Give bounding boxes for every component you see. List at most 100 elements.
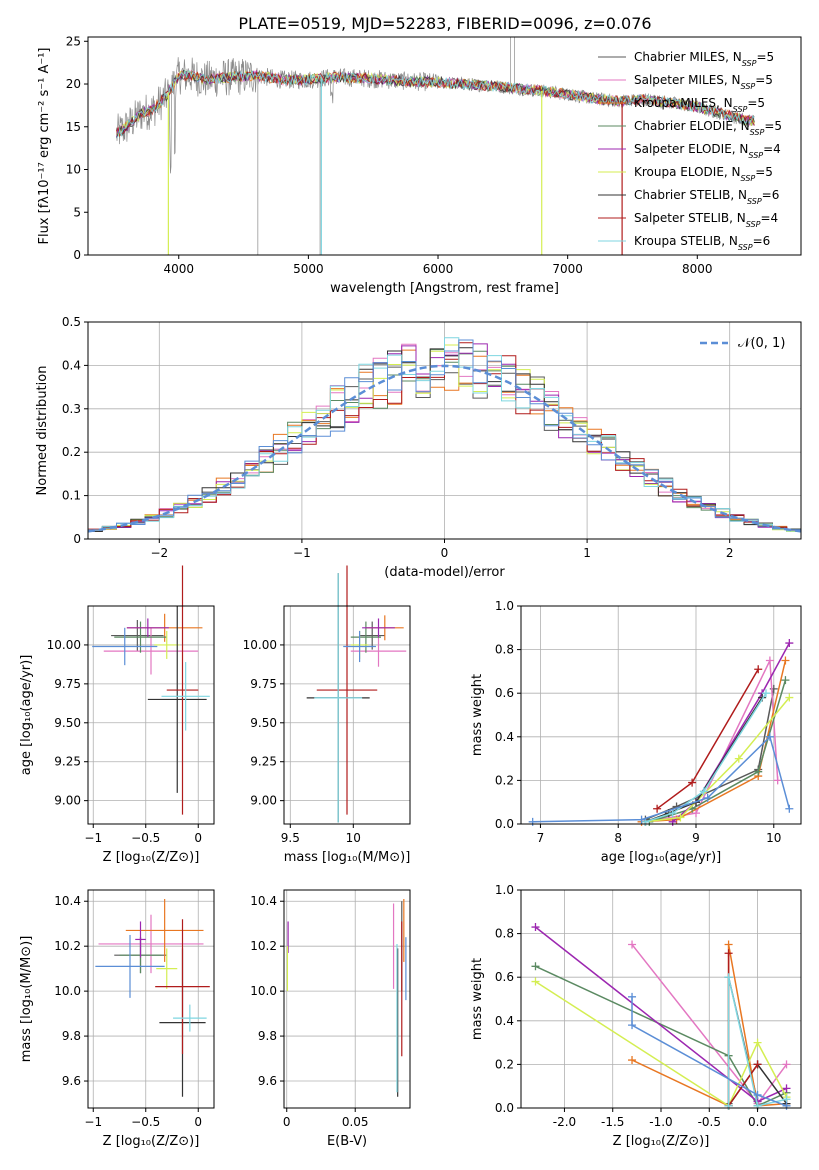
series-marker — [785, 639, 794, 648]
y-tick-label: 0.8 — [495, 643, 514, 657]
plot-area — [286, 898, 407, 1097]
x-tick-label: 5000 — [293, 262, 324, 276]
legend-nssp-value: =6 — [762, 188, 780, 202]
y-tick-label: 10.4 — [54, 894, 81, 908]
series-marker — [753, 1060, 762, 1069]
y-tick-label: 15 — [66, 120, 81, 134]
series-line — [645, 697, 763, 823]
legend-subscript: SSP — [742, 59, 757, 68]
axes-frame — [520, 605, 802, 825]
errorbar-point — [92, 627, 158, 666]
errorbar-point — [161, 662, 210, 731]
residuals-histogram-panel: −2 −1 0 1 2 0 0.1 0.2 0.3 0.4 0.5 (data-model)/erro… — [35, 315, 802, 580]
legend-subscript: SSP — [747, 197, 762, 206]
x-tick-label: −1 — [84, 1115, 102, 1129]
x-tick-label: 0 — [194, 1115, 202, 1129]
plot-area — [95, 898, 210, 1097]
y-tick-label: 0.6 — [495, 686, 514, 700]
massweight-vs-metallicity-panel: -2.0 -1.5 -1.0 -0.5 0.0 0.0 0.2 0.4 0.6 0.8 1.0 Z [… — [470, 883, 802, 1149]
series-marker — [531, 962, 540, 971]
x-axis-label: mass [log₁₀(M/M⊙)] — [284, 850, 411, 865]
x-tick-label: 10 — [766, 831, 781, 845]
errorbar-point — [166, 565, 199, 815]
x-tick-label: 6000 — [423, 262, 454, 276]
series-marker — [781, 656, 790, 665]
y-tick-label: 0.0 — [495, 817, 514, 831]
x-tick-label: 8000 — [682, 262, 713, 276]
series-marker — [528, 817, 537, 826]
errorbar-point — [156, 948, 178, 989]
y-tick-label: 0.5 — [62, 315, 81, 329]
age-vs-mass-panel: 9.5 10 9.00 9.25 9.50 9.75 10.00 mass [log₁₀(M/… — [243, 565, 411, 865]
y-axis-label: mass [log₁₀(M/M⊙)] — [19, 936, 34, 1063]
y-axis-label: mass weight — [470, 674, 485, 756]
series-marker — [724, 949, 733, 958]
series-line — [645, 692, 767, 823]
legend-nssp-value: =4 — [763, 142, 781, 156]
series-line — [649, 679, 787, 823]
x-tick-label: −1 — [293, 546, 311, 560]
y-tick-label: 0 — [73, 532, 81, 546]
errorbar-point — [125, 898, 204, 962]
plot-area — [528, 639, 794, 826]
axes-frame — [87, 605, 215, 825]
series-line — [672, 642, 790, 823]
x-tick-label: −0.5 — [131, 831, 160, 845]
axes-frame — [87, 36, 802, 256]
errorbar-point — [316, 565, 378, 815]
errorbar-point — [114, 621, 167, 653]
series-marker — [628, 1056, 637, 1065]
legend-subscript: SSP — [741, 82, 756, 91]
y-tick-label: 10.2 — [250, 939, 277, 953]
errorbar-point — [359, 621, 385, 650]
series-marker — [628, 940, 637, 949]
y-axis-label: mass weight — [470, 958, 485, 1040]
x-tick-label: −0.5 — [131, 1115, 160, 1129]
y-tick-label: 9.00 — [250, 794, 277, 808]
x-tick-label: 7000 — [552, 262, 583, 276]
series-marker — [762, 689, 770, 698]
y-tick-label: 9.50 — [54, 716, 81, 730]
legend-nssp-value: =5 — [756, 50, 774, 64]
y-tick-label: 0.6 — [495, 970, 514, 984]
x-tick-label: 0 — [283, 1115, 291, 1129]
y-tick-label: 10.00 — [47, 638, 81, 652]
y-tick-label: 10.0 — [54, 984, 81, 998]
massweight-series — [653, 665, 763, 813]
y-tick-label: 0.3 — [62, 402, 81, 416]
y-axis-label: age [log₁₀(age/yr)] — [19, 655, 34, 776]
series-marker — [637, 815, 646, 824]
series-marker — [765, 656, 774, 665]
legend-nssp-value: =6 — [753, 234, 771, 248]
x-axis-label: Z [log₁₀(Z/Z⊙)] — [103, 1134, 200, 1149]
x-tick-label: 9 — [692, 831, 700, 845]
y-tick-label: 10.0 — [250, 984, 277, 998]
series-marker — [668, 809, 677, 818]
y-tick-label: 0.1 — [62, 489, 81, 503]
y-tick-label: 10.00 — [243, 638, 277, 652]
y-tick-label: 9.6 — [258, 1074, 277, 1088]
legend-label: Chabrier STELIB, NSSP=6 — [634, 188, 779, 206]
legend-nssp-value: =5 — [764, 119, 782, 133]
legend-nssp-value: =5 — [755, 73, 773, 87]
series-marker — [531, 977, 540, 986]
errorbar-point — [95, 934, 165, 998]
residual-histogram — [87, 339, 801, 539]
errorbar-point — [362, 618, 395, 638]
x-axis-label: wavelength [Angstrom, rest frame] — [330, 281, 559, 296]
series-marker — [785, 693, 794, 702]
errorbar-point — [103, 627, 199, 675]
x-tick-label: −2 — [150, 546, 168, 560]
spectrum-legend: Chabrier MILES, NSSP=5 Salpeter MILES, NS… — [598, 50, 782, 252]
plot-area — [92, 565, 210, 815]
errorbar-point — [135, 921, 146, 958]
y-tick-label: 9.75 — [54, 677, 81, 691]
series-line — [631, 996, 787, 1107]
x-axis-label: Z [log₁₀(Z/Z⊙)] — [103, 850, 200, 865]
axes-frame — [520, 889, 802, 1109]
y-tick-label: 0.2 — [495, 773, 514, 787]
legend-label: Kroupa MILES, NSSP=5 — [634, 96, 765, 114]
series-marker — [754, 665, 763, 674]
legend-label: Salpeter STELIB, NSSP=4 — [634, 211, 778, 229]
